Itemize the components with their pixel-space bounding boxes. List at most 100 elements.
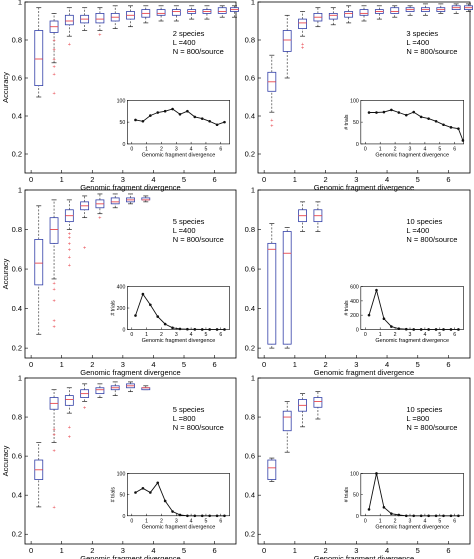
inset-frame (127, 100, 230, 145)
inset-y-tick-label: 50 (353, 120, 359, 126)
inset-data-point (163, 499, 167, 503)
outlier-point: + (52, 65, 55, 71)
inset-data-point (178, 513, 182, 517)
x-tick-label: 2 (90, 360, 94, 369)
box (267, 242, 277, 345)
inset-x-axis-label: Genomic fragment divergence (142, 524, 216, 530)
box-group: ++++ (49, 389, 59, 511)
inset-data-point (149, 114, 152, 117)
inset-x-tick-label: 3 (175, 146, 178, 152)
inset-data-point (412, 328, 416, 331)
inset-y-tick-label: 0 (122, 514, 125, 520)
inset-data-point (141, 292, 145, 296)
x-tick-label: 4 (385, 546, 389, 555)
inset-x-axis-label: Genomic fragment divergence (142, 152, 216, 158)
plot-frame (257, 377, 471, 545)
inset-x-tick-label: 1 (145, 332, 148, 338)
box-group: + (95, 193, 105, 222)
inset-data-point (208, 119, 211, 123)
x-tick-label: 0 (262, 546, 266, 555)
box (282, 30, 292, 52)
y-tick-label: 0.2 (245, 530, 255, 539)
inset-data-point (193, 514, 197, 518)
inset-data-point (178, 327, 182, 331)
y-axis-label: Accuracy (1, 72, 10, 103)
box (34, 239, 44, 286)
x-tick-label: 0 (262, 175, 266, 184)
annotation-line: N = 800/source (173, 47, 224, 56)
inset-x-tick-label: 2 (394, 332, 397, 338)
inset-x-axis-label: Genomic fragment divergence (142, 338, 216, 344)
annotation-line: N = 800/source (406, 423, 457, 432)
x-tick-label: 4 (151, 175, 155, 184)
box (156, 9, 166, 16)
box-group (110, 5, 120, 29)
inset-x-tick-label: 4 (423, 332, 426, 338)
inset-data-point (419, 328, 423, 331)
inset-x-tick-label: 6 (219, 332, 222, 338)
box (298, 18, 307, 30)
box-group (34, 442, 44, 508)
inset-frame (127, 473, 230, 517)
outlier-point: + (52, 72, 55, 78)
inset-y-tick-label: 600 (350, 285, 359, 291)
outlier-point: + (52, 91, 55, 97)
inset-data-point (382, 317, 386, 321)
inset-data-point (404, 514, 408, 518)
x-tick-label: 0 (29, 546, 33, 555)
box-group (110, 193, 120, 209)
inset-data-point (427, 328, 430, 331)
y-tick-label: 0.2 (12, 344, 22, 353)
annotation-line: L =800 (173, 414, 196, 423)
inset-data-point (186, 327, 189, 331)
inset-data-point (449, 328, 453, 331)
box (313, 397, 323, 408)
inset-data-point (134, 118, 137, 122)
inset-data-point (434, 119, 438, 123)
x-axis-label: Genomic fragment divergence (80, 368, 180, 377)
inset-y-tick-label: 0 (356, 142, 359, 148)
box-group (171, 5, 181, 22)
inset-data-point (223, 120, 226, 124)
inset-data-point (171, 510, 174, 513)
inset-data-point (200, 514, 204, 518)
outlier-point: + (83, 405, 86, 411)
inset: 0 1 2 3 4 5 6 0 50 100 Genomic fragment divergence… (110, 471, 230, 530)
inset-data-point (208, 328, 211, 331)
inset-data-point (156, 481, 160, 485)
box-group (374, 5, 384, 20)
inset-y-tick-label: 50 (120, 120, 126, 126)
inset-x-tick-label: 1 (145, 518, 148, 524)
outlier-point: + (301, 46, 304, 52)
box-group (230, 5, 239, 18)
inset-data-point (442, 514, 445, 518)
inset-data-point (200, 117, 204, 120)
inset-frame (360, 286, 464, 330)
x-tick-label: 2 (90, 546, 94, 555)
box-group (110, 381, 120, 396)
inset-data-point (397, 327, 401, 331)
x-tick-label: 3 (354, 360, 358, 369)
y-tick-label: 1 (18, 374, 22, 383)
y-tick-label: 0.6 (245, 265, 255, 274)
box-group (34, 205, 44, 335)
inset-data-point (390, 325, 393, 328)
outlier-point: + (68, 255, 71, 261)
y-tick-label: 0.8 (245, 36, 255, 45)
inset-data-point (134, 314, 137, 317)
outlier-point: + (52, 48, 55, 54)
y-tick-label: 0.6 (245, 452, 255, 461)
outlier-point: + (52, 299, 55, 305)
inset-data-point (457, 328, 460, 331)
inset-data-point (382, 506, 386, 509)
box-group: ++++++ (64, 199, 74, 269)
box-group (451, 3, 461, 14)
y-tick-label: 1 (251, 374, 255, 383)
y-tick-label: 0.8 (245, 225, 255, 234)
inset-data-point (427, 117, 430, 120)
x-tick-label: 2 (324, 175, 328, 184)
box-group (359, 5, 369, 22)
inset-data-point (171, 326, 174, 330)
annotation-line: L =400 (406, 226, 429, 235)
